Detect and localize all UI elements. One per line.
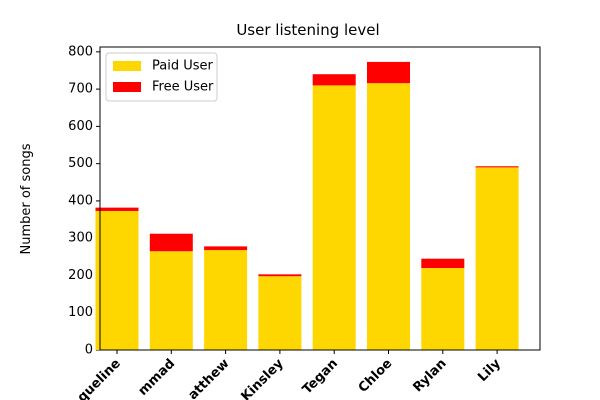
- y-axis-label: Number of songs: [19, 143, 34, 254]
- legend-swatch: [113, 82, 141, 92]
- bar-segment: [204, 250, 248, 350]
- y-tick-label: 0: [85, 343, 93, 358]
- bar-segment: [149, 251, 193, 350]
- legend-swatch: [113, 61, 141, 71]
- y-tick-label: 700: [68, 82, 93, 97]
- bar-segment: [312, 74, 356, 86]
- y-tick-label: 100: [68, 305, 93, 320]
- bar-segment: [421, 258, 465, 269]
- bar-segment: [258, 274, 302, 277]
- chart-title: User listening level: [236, 21, 379, 39]
- y-tick-label: 400: [68, 193, 93, 208]
- bar-segment: [204, 246, 248, 251]
- y-tick-label: 300: [68, 231, 93, 246]
- bar-segment: [367, 61, 410, 84]
- bar-segment: [475, 167, 519, 350]
- y-tick-label: 800: [68, 44, 93, 59]
- bar-segment: [258, 276, 302, 350]
- plot-frame: [99, 46, 541, 351]
- bar-segment: [475, 166, 519, 168]
- legend-label: Paid User: [152, 59, 214, 74]
- bar-segment: [421, 268, 465, 350]
- y-tick-label: 500: [68, 156, 93, 171]
- bar-segment: [95, 207, 139, 211]
- bar-segment: [367, 83, 410, 350]
- bar-segment: [95, 210, 139, 350]
- bar-segment: [312, 85, 356, 350]
- y-tick-label: 600: [68, 119, 93, 134]
- legend-label: Free User: [152, 80, 214, 95]
- bar-segment: [149, 233, 193, 252]
- y-tick-label: 200: [68, 268, 93, 283]
